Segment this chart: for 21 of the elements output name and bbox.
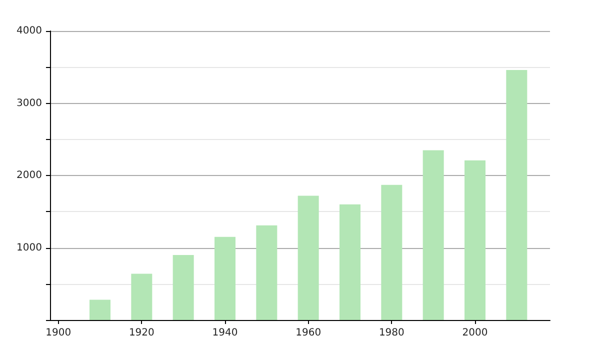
y-tick-label: 1000 xyxy=(16,242,42,254)
bar xyxy=(506,70,528,320)
x-tick-label: 1940 xyxy=(212,328,238,338)
x-tick-label: 1920 xyxy=(128,328,154,338)
bar xyxy=(256,225,278,320)
bar xyxy=(131,274,152,320)
bar xyxy=(422,150,444,320)
x-tick-label: 1980 xyxy=(378,328,404,338)
x-tick-label: 1960 xyxy=(296,328,322,338)
y-tick-label: 3000 xyxy=(16,98,42,109)
bar xyxy=(464,160,486,320)
y-tick-label: 4000 xyxy=(16,26,42,36)
bar xyxy=(340,204,360,320)
bar xyxy=(172,254,194,320)
x-tick-label: 2000 xyxy=(462,328,488,338)
x-tick-label: 1900 xyxy=(46,328,72,338)
bar xyxy=(90,300,110,320)
bar xyxy=(381,184,402,320)
y-tick-label: 2000 xyxy=(16,170,42,181)
bar xyxy=(214,236,236,320)
bar xyxy=(298,196,319,320)
